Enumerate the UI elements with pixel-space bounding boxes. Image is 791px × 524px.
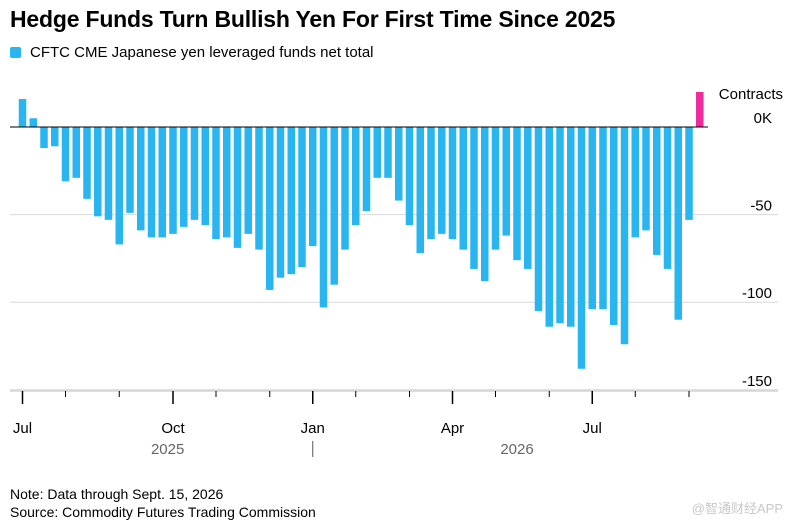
bar xyxy=(395,127,403,201)
bar xyxy=(255,127,263,250)
bar xyxy=(40,127,48,149)
bar xyxy=(427,127,435,240)
legend: CFTC CME Japanese yen leveraged funds ne… xyxy=(10,44,374,61)
bar xyxy=(29,118,37,127)
bar xyxy=(180,127,188,227)
x-tick-label: Apr xyxy=(441,420,464,437)
bar xyxy=(491,127,500,250)
axis-labels: 0K -50 -100 -150 Contracts Jul Oct Jan Apr Jul 202… xyxy=(13,86,783,458)
bar xyxy=(481,127,489,282)
bar-latest xyxy=(696,91,704,127)
bar xyxy=(276,127,285,278)
bar xyxy=(169,127,177,234)
legend-swatch xyxy=(10,47,21,58)
bar xyxy=(610,127,618,325)
bar xyxy=(556,127,564,324)
bar xyxy=(631,127,639,238)
bar xyxy=(545,127,553,327)
bar xyxy=(83,127,91,199)
bar xyxy=(674,127,682,320)
bar xyxy=(588,127,596,310)
chart-source: Source: Commodity Futures Trading Commis… xyxy=(10,504,316,520)
x-year-label: 2025 xyxy=(151,441,184,458)
bar-chart: 0K -50 -100 -150 Contracts Jul Oct Jan Apr Jul 202… xyxy=(10,86,783,458)
bar xyxy=(137,127,145,231)
bar xyxy=(319,127,328,308)
bar xyxy=(309,127,317,247)
x-year-label: 2026 xyxy=(500,441,533,458)
bar xyxy=(190,127,199,220)
axes xyxy=(10,126,778,457)
bar xyxy=(373,127,381,178)
bar xyxy=(567,127,575,327)
legend-label: CFTC CME Japanese yen leveraged funds ne… xyxy=(30,44,374,61)
bar xyxy=(653,127,661,255)
bar xyxy=(685,127,693,220)
y-unit-label: Contracts xyxy=(719,86,783,103)
y-tick-label: -100 xyxy=(742,285,772,302)
bar xyxy=(223,127,231,238)
bar xyxy=(94,127,102,217)
bar xyxy=(298,127,306,268)
bar xyxy=(212,127,220,240)
bar xyxy=(158,127,166,238)
x-tick-label: Jul xyxy=(13,420,32,437)
bar xyxy=(341,127,349,250)
watermark: @智通财经APP xyxy=(691,501,783,516)
chart-title: Hedge Funds Turn Bullish Yen For First T… xyxy=(10,6,616,32)
bar xyxy=(352,127,360,226)
bar xyxy=(663,127,672,269)
y-tick-label: 0K xyxy=(754,110,772,127)
bar xyxy=(470,127,478,269)
y-tick-label: -150 xyxy=(742,373,772,390)
bar xyxy=(405,127,414,226)
bar xyxy=(18,98,27,127)
bar xyxy=(51,127,59,147)
bar xyxy=(266,127,274,290)
bar xyxy=(233,127,242,248)
chart-note: Note: Data through Sept. 15, 2026 xyxy=(10,486,224,502)
bar xyxy=(513,127,521,261)
bars xyxy=(18,91,704,369)
bar xyxy=(577,127,586,369)
x-tick-label: Jan xyxy=(301,420,325,437)
x-tick-label: Jul xyxy=(583,420,602,437)
bar xyxy=(330,127,338,285)
bar xyxy=(201,127,209,226)
bar xyxy=(244,127,252,234)
x-tick-label: Oct xyxy=(161,420,185,437)
bar xyxy=(115,127,123,245)
bar xyxy=(384,127,392,178)
bar xyxy=(287,127,295,275)
bar xyxy=(534,127,543,311)
bar xyxy=(524,127,532,269)
bar xyxy=(448,127,457,240)
bar xyxy=(599,127,607,310)
bar xyxy=(104,127,113,220)
bar xyxy=(147,127,156,238)
bar xyxy=(416,127,424,254)
bar xyxy=(620,127,629,345)
gridlines xyxy=(10,214,778,391)
bar xyxy=(362,127,371,212)
bar xyxy=(61,127,70,182)
bar xyxy=(502,127,510,236)
bar xyxy=(438,127,446,234)
bar xyxy=(126,127,134,213)
bar xyxy=(72,127,80,178)
bar xyxy=(459,127,467,250)
bar xyxy=(642,127,650,231)
y-tick-label: -50 xyxy=(750,198,772,215)
